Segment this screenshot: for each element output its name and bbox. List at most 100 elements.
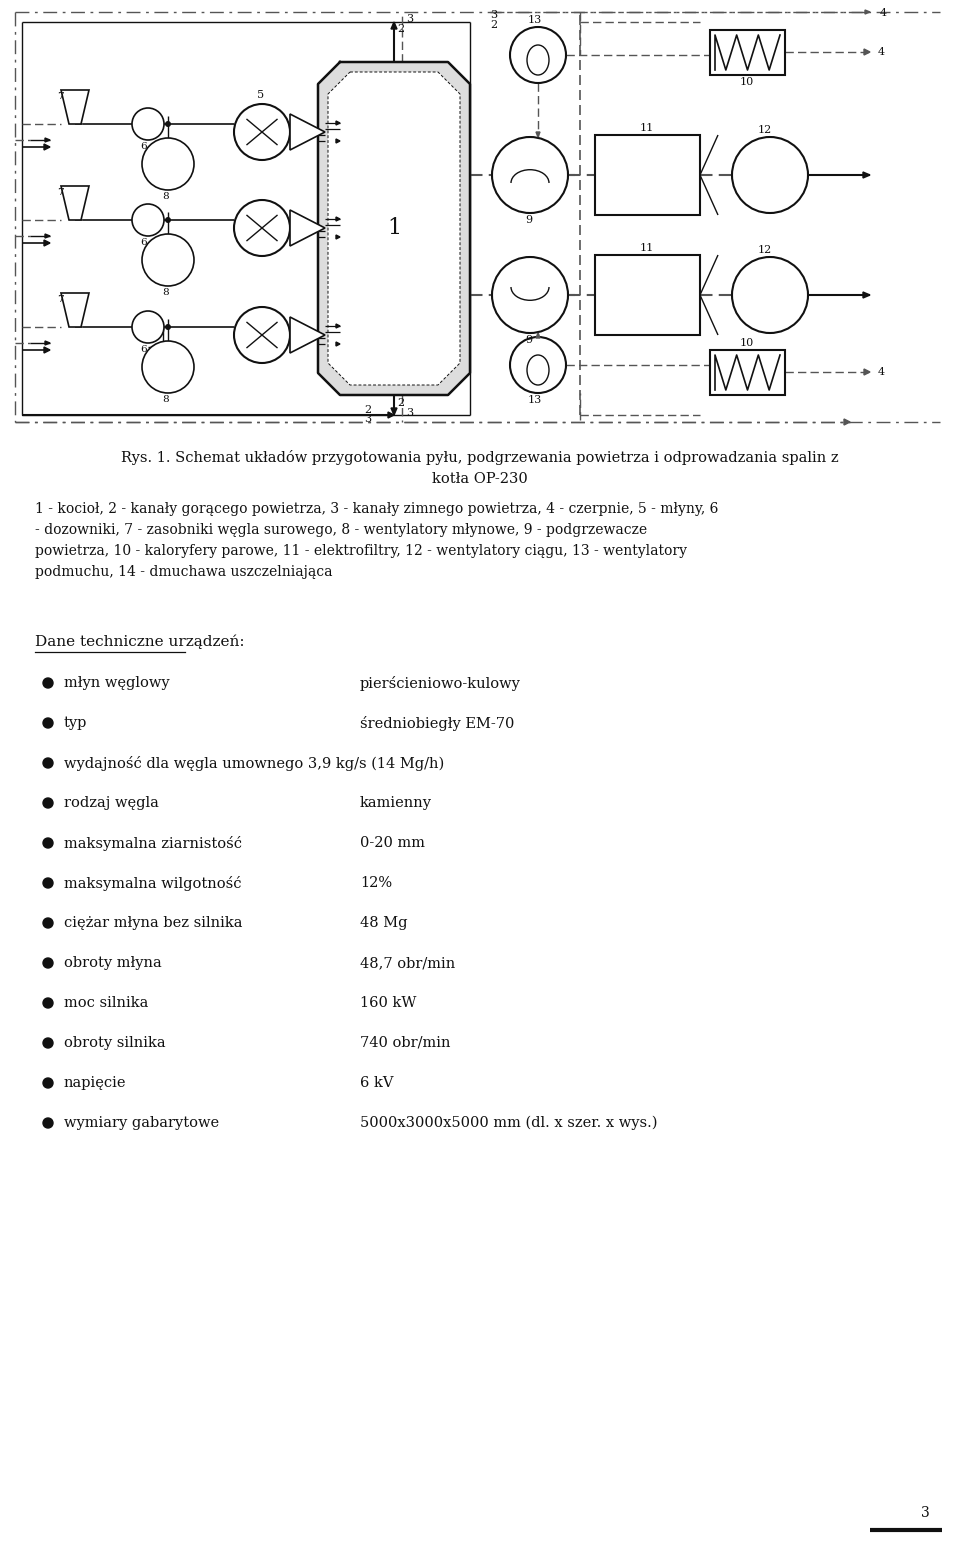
Polygon shape	[536, 333, 540, 338]
Polygon shape	[336, 139, 340, 143]
Circle shape	[510, 26, 566, 84]
Text: 6: 6	[140, 239, 147, 246]
Text: 10: 10	[740, 338, 755, 349]
Text: 6 kV: 6 kV	[360, 1077, 394, 1090]
Polygon shape	[44, 347, 50, 353]
Polygon shape	[318, 62, 470, 395]
Text: 8: 8	[162, 288, 169, 297]
Text: - dozowniki, 7 - zasobniki węgla surowego, 8 - wentylatory młynowe, 9 - podgrzew: - dozowniki, 7 - zasobniki węgla suroweg…	[35, 524, 647, 538]
Text: 6: 6	[140, 143, 147, 150]
Polygon shape	[61, 186, 89, 220]
Text: 11: 11	[640, 122, 654, 133]
Polygon shape	[864, 369, 870, 375]
Text: 13: 13	[528, 395, 542, 404]
Text: 3: 3	[406, 407, 413, 418]
Circle shape	[43, 998, 53, 1008]
Text: 160 kW: 160 kW	[360, 996, 417, 1010]
Circle shape	[43, 838, 53, 847]
Text: 48 Mg: 48 Mg	[360, 915, 407, 929]
Text: 5: 5	[257, 90, 264, 101]
Text: 11: 11	[640, 243, 654, 252]
Circle shape	[43, 878, 53, 888]
Circle shape	[732, 257, 808, 333]
Circle shape	[234, 307, 290, 362]
Ellipse shape	[527, 355, 549, 386]
Text: 2: 2	[397, 398, 404, 407]
Text: 48,7 obr/min: 48,7 obr/min	[360, 956, 455, 970]
Polygon shape	[336, 324, 340, 328]
Polygon shape	[45, 234, 50, 239]
Polygon shape	[863, 293, 870, 297]
Polygon shape	[865, 9, 870, 14]
Circle shape	[492, 257, 568, 333]
Text: 13: 13	[528, 15, 542, 25]
Circle shape	[142, 138, 194, 191]
Text: 9: 9	[525, 215, 532, 225]
Polygon shape	[391, 407, 397, 415]
Circle shape	[234, 104, 290, 160]
Circle shape	[43, 1118, 53, 1128]
Text: Rys. 1. Schemat układów przygotowania pyłu, podgrzewania powietrza i odprowadzan: Rys. 1. Schemat układów przygotowania py…	[121, 451, 839, 465]
Circle shape	[510, 338, 566, 393]
Text: 0-20 mm: 0-20 mm	[360, 836, 425, 850]
Text: młyn węglowy: młyn węglowy	[64, 675, 170, 689]
Polygon shape	[61, 293, 89, 327]
Text: napięcie: napięcie	[64, 1077, 127, 1090]
Text: 2: 2	[364, 404, 372, 415]
Text: 4: 4	[878, 367, 885, 376]
Bar	[710, 29, 785, 74]
Text: 10: 10	[740, 77, 755, 87]
Text: 740 obr/min: 740 obr/min	[360, 1036, 450, 1050]
Polygon shape	[336, 342, 340, 345]
Text: wydajność dla węgla umownego 3,9 kg/s (14 Mg/h): wydajność dla węgla umownego 3,9 kg/s (1…	[64, 756, 444, 771]
Circle shape	[492, 136, 568, 214]
Polygon shape	[44, 144, 50, 150]
Circle shape	[234, 200, 290, 256]
Text: 8: 8	[162, 395, 169, 404]
Circle shape	[43, 919, 53, 928]
Text: 3: 3	[406, 14, 413, 23]
Polygon shape	[61, 90, 89, 124]
Polygon shape	[290, 318, 325, 353]
Text: powietrza, 10 - kaloryfery parowe, 11 - elektrofiltry, 12 - wentylatory ciągu, 1: powietrza, 10 - kaloryfery parowe, 11 - …	[35, 544, 687, 558]
Ellipse shape	[527, 45, 549, 74]
Circle shape	[132, 204, 164, 235]
Text: 7: 7	[57, 91, 63, 101]
Circle shape	[165, 324, 171, 330]
Text: rodzaj węgla: rodzaj węgla	[64, 796, 158, 810]
Bar	[595, 135, 700, 215]
Circle shape	[732, 136, 808, 214]
Text: 1: 1	[387, 217, 401, 239]
Polygon shape	[336, 217, 340, 222]
Circle shape	[43, 678, 53, 688]
Text: 6: 6	[140, 345, 147, 355]
Text: 9: 9	[525, 335, 532, 345]
Text: 8: 8	[162, 192, 169, 201]
Polygon shape	[536, 132, 540, 136]
Text: obroty silnika: obroty silnika	[64, 1036, 166, 1050]
Polygon shape	[391, 22, 397, 29]
Polygon shape	[45, 341, 50, 345]
Circle shape	[43, 719, 53, 728]
Polygon shape	[388, 412, 394, 418]
Polygon shape	[328, 71, 460, 386]
Text: typ: typ	[64, 716, 87, 730]
Circle shape	[43, 1038, 53, 1049]
Polygon shape	[863, 172, 870, 178]
Polygon shape	[336, 235, 340, 239]
Text: pierścieniowo-kulowy: pierścieniowo-kulowy	[360, 675, 521, 691]
Bar	[710, 350, 785, 395]
Text: ciężar młyna bez silnika: ciężar młyna bez silnika	[64, 915, 243, 929]
Text: wymiary gabarytowe: wymiary gabarytowe	[64, 1115, 219, 1131]
Text: 7: 7	[57, 187, 63, 197]
Bar	[595, 256, 700, 335]
Text: kamienny: kamienny	[360, 796, 432, 810]
Polygon shape	[844, 418, 850, 424]
Text: podmuchu, 14 - dmuchawa uszczelniająca: podmuchu, 14 - dmuchawa uszczelniająca	[35, 565, 332, 579]
Text: 3: 3	[922, 1506, 930, 1520]
Text: 5000x3000x5000 mm (dl. x szer. x wys.): 5000x3000x5000 mm (dl. x szer. x wys.)	[360, 1115, 658, 1131]
Text: kotła OP-230: kotła OP-230	[432, 472, 528, 486]
Text: 3: 3	[490, 9, 497, 20]
Polygon shape	[45, 138, 50, 143]
Text: moc silnika: moc silnika	[64, 996, 149, 1010]
